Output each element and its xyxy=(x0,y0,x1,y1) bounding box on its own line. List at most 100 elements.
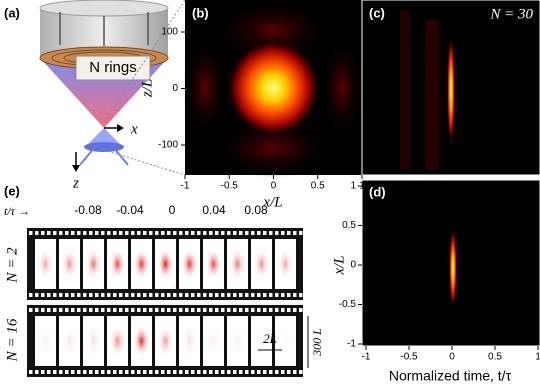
y-axis-title: x/L xyxy=(331,255,347,275)
frame-blob xyxy=(133,325,150,357)
sprocket xyxy=(239,370,243,374)
sprocket xyxy=(257,231,261,235)
sprocket xyxy=(197,370,201,374)
panel-d: (d) x/L Normalized time, t/τ xyxy=(331,179,540,384)
sprocket xyxy=(215,308,219,312)
panel-c: (c) N = 30 xyxy=(361,0,540,176)
sprocket xyxy=(113,308,117,312)
sprocket xyxy=(245,293,249,297)
x-tick-label: -1 xyxy=(362,352,371,363)
sprocket xyxy=(263,231,267,235)
sprocket xyxy=(173,293,177,297)
sprocket xyxy=(161,308,165,312)
sprocket xyxy=(287,293,291,297)
panel-label: (e) xyxy=(4,183,20,198)
sprocket xyxy=(47,370,51,374)
sprocket xyxy=(95,293,99,297)
sprocket xyxy=(293,308,297,312)
sprocket xyxy=(53,231,57,235)
sprocket xyxy=(245,231,249,235)
sprocket xyxy=(263,308,267,312)
sprocket xyxy=(155,231,159,235)
sprocket xyxy=(185,308,189,312)
sprocket xyxy=(191,308,195,312)
side-lobe xyxy=(213,118,333,178)
sprocket xyxy=(257,308,261,312)
sprocket xyxy=(251,231,255,235)
sprocket xyxy=(179,293,183,297)
sprocket xyxy=(251,293,255,297)
sprocket xyxy=(215,293,219,297)
sprocket xyxy=(107,370,111,374)
sprocket xyxy=(233,231,237,235)
panel-label: (d) xyxy=(369,184,386,199)
sprocket xyxy=(167,293,171,297)
sprocket xyxy=(53,293,57,297)
sprocket xyxy=(203,308,207,312)
sprocket xyxy=(269,231,273,235)
y-tick-label: -1 xyxy=(347,339,356,350)
sprocket xyxy=(197,293,201,297)
sprocket xyxy=(281,293,285,297)
sprocket xyxy=(173,308,177,312)
width-label: 2L xyxy=(263,331,277,346)
sprocket xyxy=(107,231,111,235)
sprocket xyxy=(83,370,87,374)
sprocket xyxy=(221,308,225,312)
frame-blob xyxy=(61,248,78,280)
x-tick-label: 0 xyxy=(449,352,455,363)
sprocket xyxy=(131,308,135,312)
zoom-line xyxy=(103,0,186,123)
sprocket xyxy=(77,308,81,312)
streak xyxy=(425,20,439,170)
sprocket xyxy=(155,293,159,297)
ray xyxy=(113,147,129,166)
panel-b: (b) x/L z/L xyxy=(139,0,364,210)
sprocket xyxy=(167,308,171,312)
time-tick-label: 0.08 xyxy=(244,203,268,217)
y-tick-label: 100 xyxy=(161,27,178,38)
sprocket xyxy=(287,308,291,312)
sprocket xyxy=(209,231,213,235)
frame-blob xyxy=(278,325,294,357)
time-tick-label: 0 xyxy=(169,203,176,217)
sprocket xyxy=(185,231,189,235)
sprocket xyxy=(185,293,189,297)
zoom-line xyxy=(103,149,186,176)
sprocket xyxy=(227,231,231,235)
sprocket xyxy=(155,370,159,374)
sprocket xyxy=(191,231,195,235)
time-tick-label: 0.04 xyxy=(202,203,226,217)
x-tick-label: 0.5 xyxy=(311,181,325,192)
x-arrow xyxy=(117,124,124,132)
sprocket xyxy=(233,308,237,312)
sprocket xyxy=(89,293,93,297)
sprocket xyxy=(269,370,273,374)
sprocket xyxy=(125,370,129,374)
sprocket xyxy=(179,308,183,312)
sprocket xyxy=(41,308,45,312)
sprocket xyxy=(137,370,141,374)
sprocket xyxy=(239,293,243,297)
row-label: N = 16 xyxy=(4,318,20,362)
sprocket xyxy=(35,370,39,374)
panel-label: (a) xyxy=(4,5,20,20)
sprocket xyxy=(197,231,201,235)
sprocket xyxy=(29,293,33,297)
sprocket xyxy=(239,231,243,235)
frame-blob xyxy=(277,248,294,280)
y-tick-label: 0.5 xyxy=(342,220,356,231)
sprocket xyxy=(143,308,147,312)
sprocket xyxy=(167,231,171,235)
sprocket xyxy=(71,293,75,297)
y-tick-label: -100 xyxy=(158,140,178,151)
sprocket xyxy=(179,231,183,235)
panel-label: (b) xyxy=(192,5,209,20)
sprocket xyxy=(77,370,81,374)
side-lobe xyxy=(320,38,364,138)
sprocket xyxy=(137,231,141,235)
sprocket xyxy=(29,308,33,312)
sprocket xyxy=(107,293,111,297)
sprocket xyxy=(77,231,81,235)
sprocket xyxy=(131,293,135,297)
